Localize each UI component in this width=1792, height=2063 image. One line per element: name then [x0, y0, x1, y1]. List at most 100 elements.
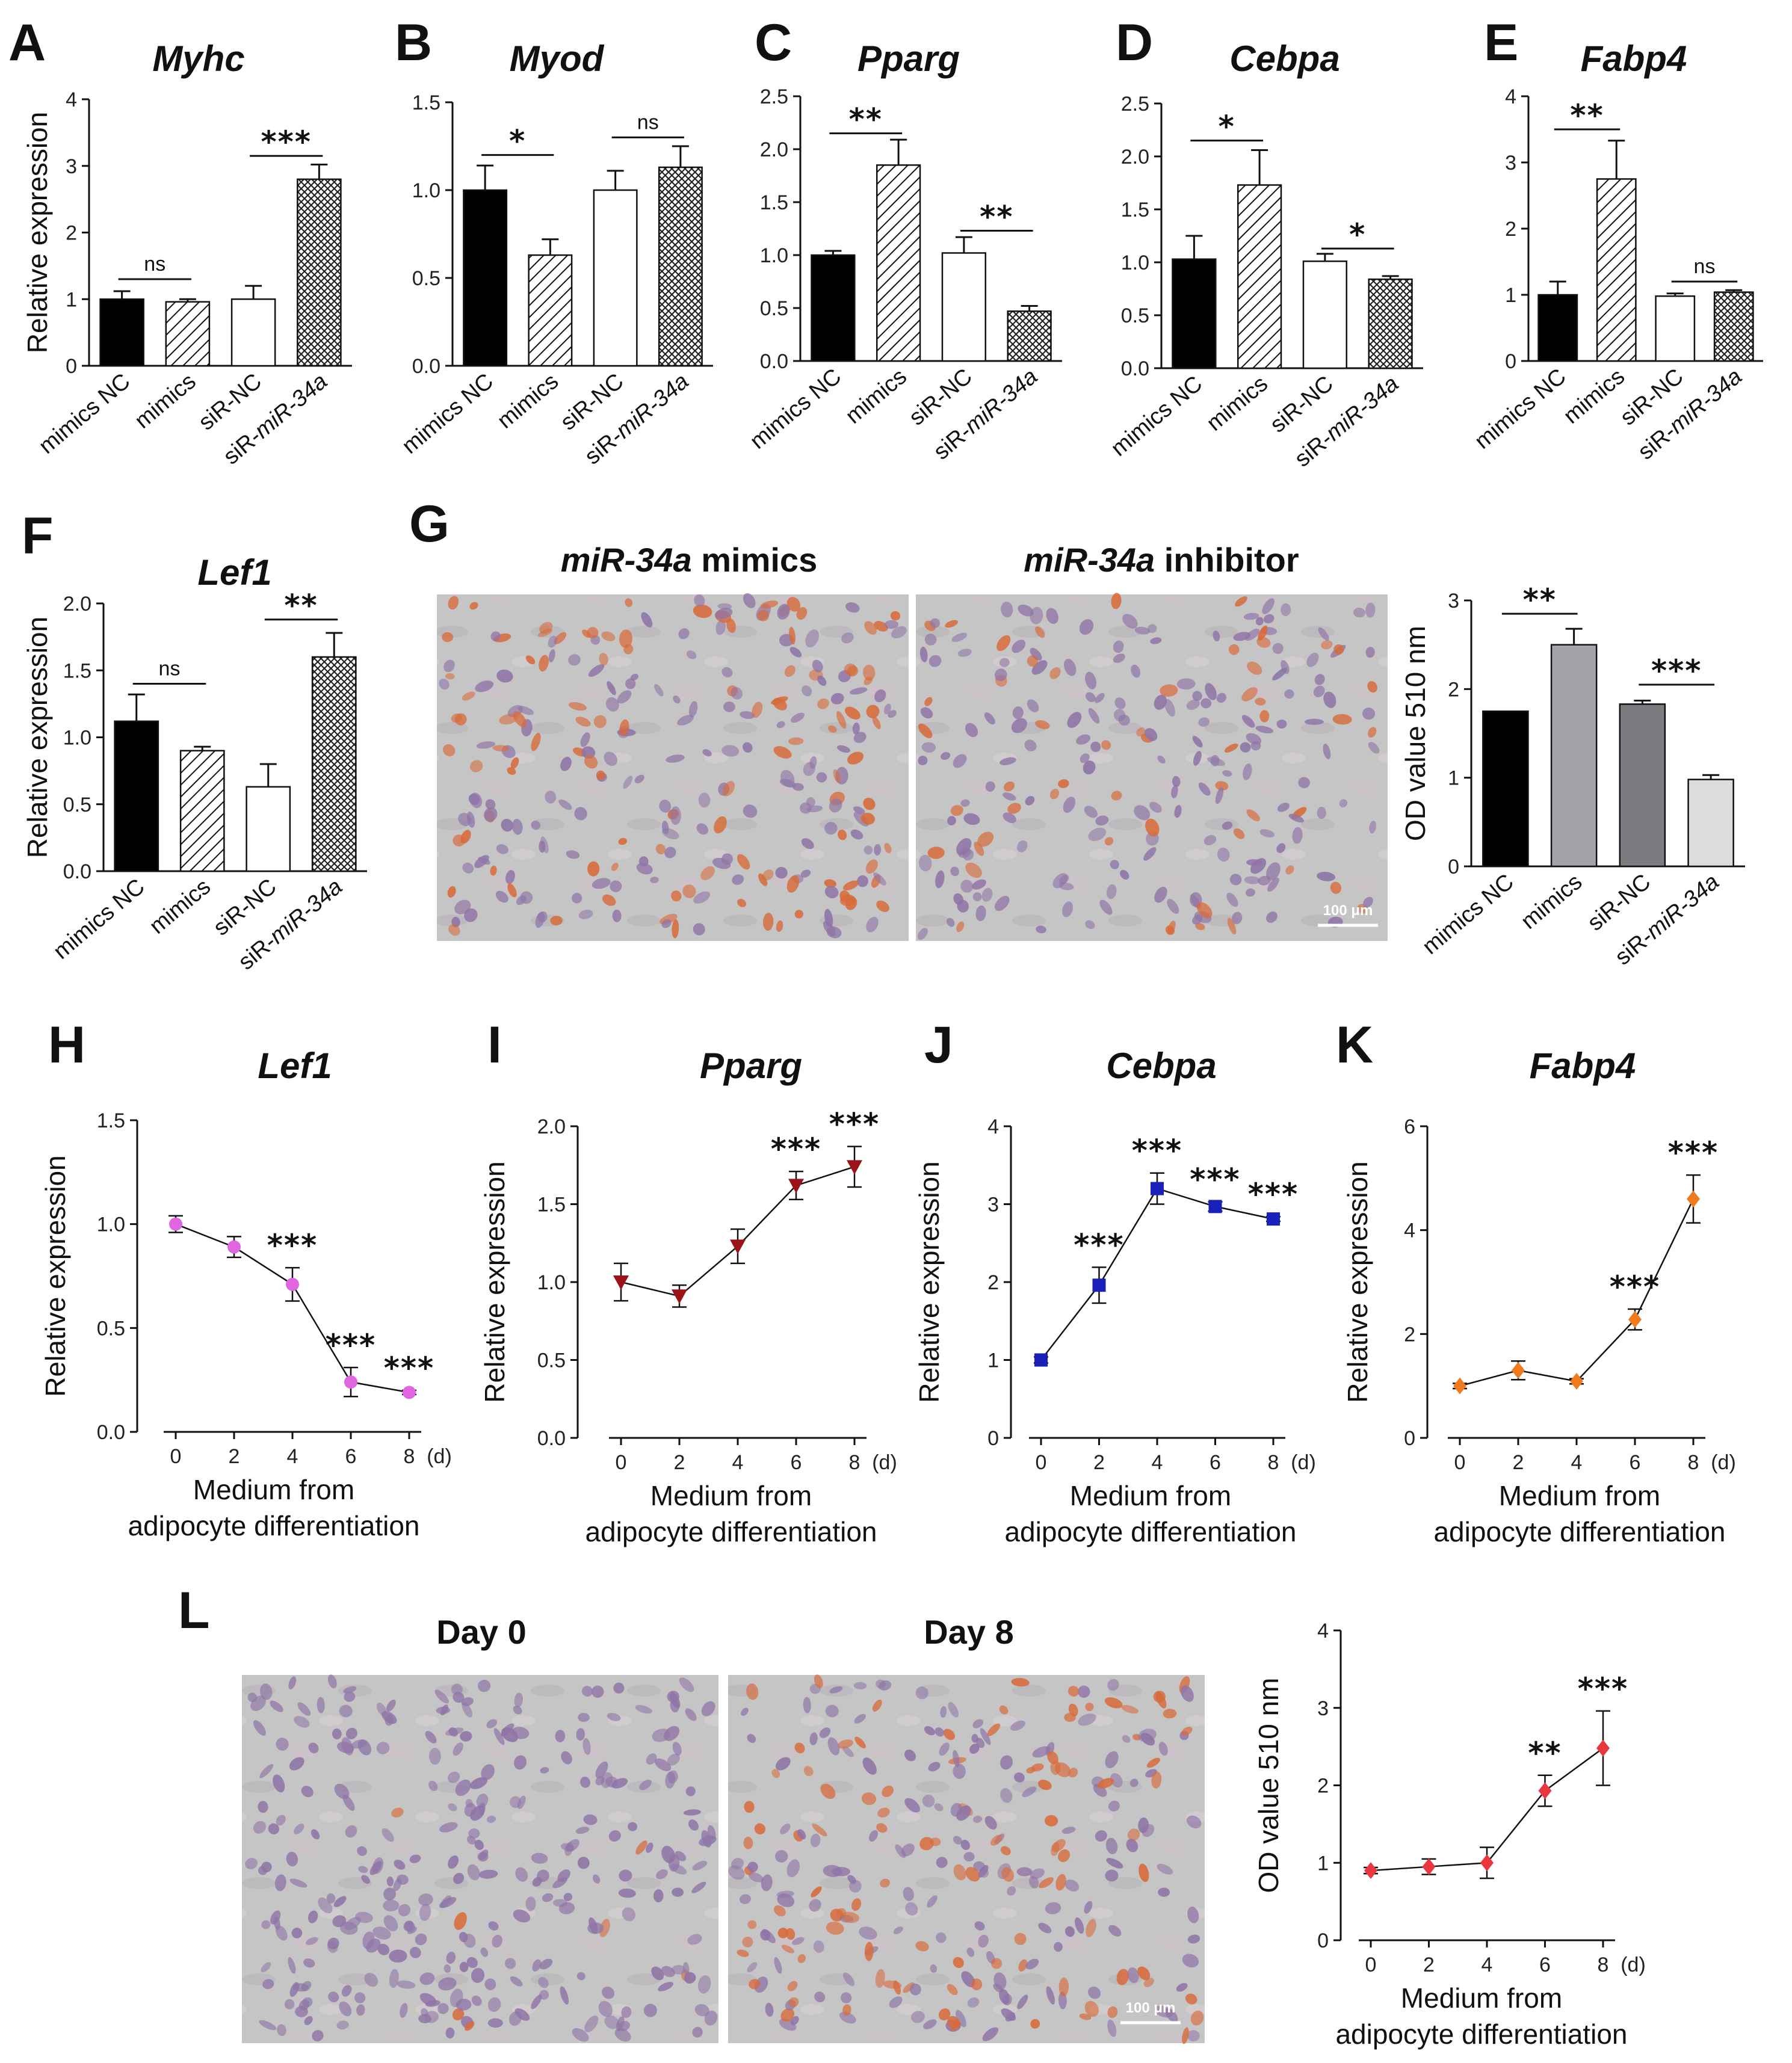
- cell-nucleus: [1012, 706, 1024, 720]
- micrograph-mimics-label: miR-34a mimics: [561, 541, 817, 579]
- cell-nucleus: [806, 797, 815, 807]
- x-tick-label: 8: [1598, 1954, 1609, 1976]
- y-tick-label: 2: [1448, 678, 1459, 701]
- lipid-droplet: [492, 745, 510, 752]
- cell-nucleus: [343, 1686, 357, 1694]
- cell-nucleus: [501, 818, 513, 832]
- lipid-droplet: [625, 598, 633, 607]
- cell-nucleus: [712, 857, 731, 869]
- y-axis-label: Relative expression: [22, 112, 53, 353]
- cell-nucleus: [1134, 805, 1151, 821]
- cell-nucleus: [1240, 742, 1251, 753]
- cell-nucleus: [891, 626, 907, 639]
- cell-nucleus: [415, 1933, 427, 1946]
- lipid-droplet: [1101, 740, 1111, 750]
- x-tick-label: 0: [1454, 1451, 1466, 1474]
- lipid-droplet: [789, 626, 796, 645]
- lipid-droplet: [749, 1979, 761, 1990]
- cell-nucleus: [389, 1969, 399, 1988]
- cell-nucleus: [999, 658, 1010, 667]
- cell-nucleus: [608, 1830, 621, 1842]
- data-point: [344, 1375, 357, 1389]
- data-point: [1480, 1854, 1494, 1872]
- cell-nucleus: [453, 1742, 463, 1756]
- lipid-droplet: [465, 2021, 475, 2031]
- cell-nucleus: [463, 1934, 476, 1948]
- micrograph-day0-cells: [245, 1674, 718, 2042]
- cell-nucleus: [466, 1957, 478, 1969]
- cell-nucleus: [715, 620, 726, 635]
- chart-title: Myod: [510, 39, 605, 79]
- lipid-droplet: [448, 924, 460, 936]
- cell-nucleus: [276, 1738, 289, 1751]
- cell-nucleus: [372, 1857, 384, 1874]
- cell-nucleus: [274, 1874, 286, 1892]
- cell-nucleus: [920, 707, 933, 719]
- cell-nucleus: [445, 1727, 464, 1736]
- cell-nucleus: [458, 813, 472, 826]
- cell-nucleus: [672, 1965, 686, 1975]
- lipid-droplet: [1182, 2027, 1189, 2044]
- cell-nucleus: [607, 681, 616, 695]
- cell-nucleus: [830, 692, 844, 705]
- cell-nucleus: [476, 741, 496, 749]
- cell-nucleus: [575, 1827, 590, 1834]
- data-point: [613, 1275, 629, 1290]
- data-point: [1538, 1782, 1552, 1799]
- cell-nucleus: [612, 909, 622, 922]
- cell-nucleus: [1045, 1902, 1061, 1914]
- cell-nucleus: [972, 1719, 984, 1728]
- cell-nucleus: [1012, 640, 1026, 653]
- cell-nucleus: [873, 872, 886, 886]
- bar: [463, 189, 508, 367]
- cell-nucleus: [493, 1728, 505, 1745]
- cell-nucleus: [572, 892, 582, 904]
- cell-nucleus: [478, 1679, 491, 1692]
- y-tick-label: 2: [66, 222, 77, 245]
- cell-nucleus: [576, 1728, 585, 1741]
- cell-nucleus: [777, 603, 790, 620]
- lipid-droplet: [499, 714, 518, 725]
- cell-nucleus: [978, 1865, 989, 1878]
- cell-nucleus: [261, 1962, 271, 1973]
- lipid-droplet: [601, 631, 616, 641]
- cell-nucleus: [1129, 1778, 1139, 1787]
- cell-nucleus: [1138, 1817, 1149, 1833]
- x-tick-label: 8: [404, 1445, 415, 1468]
- cell-nucleus: [485, 799, 496, 810]
- cell-nucleus: [1241, 715, 1255, 728]
- lipid-droplet: [875, 1969, 885, 1988]
- cell-nucleus: [694, 594, 705, 607]
- lipid-droplet: [525, 655, 536, 665]
- cell-nucleus: [1088, 1986, 1101, 1999]
- cell-nucleus: [1027, 699, 1039, 712]
- lipid-droplet: [537, 628, 552, 637]
- y-tick-label: 0.5: [760, 297, 788, 320]
- cell-nucleus: [653, 1889, 664, 1903]
- cell-nucleus: [386, 1700, 396, 1712]
- micrograph-inhibitor-cells: [917, 593, 1380, 940]
- bar: [1482, 710, 1529, 868]
- cell-nucleus: [582, 1738, 591, 1756]
- cell-nucleus: [903, 1887, 914, 1901]
- panel-letter-i: I: [487, 1016, 502, 1074]
- cell-nucleus: [786, 1859, 800, 1878]
- bar: [1550, 644, 1598, 868]
- cell-nucleus: [635, 1704, 653, 1714]
- x-tick-label: 6: [791, 1451, 802, 1474]
- cell-nucleus: [731, 686, 743, 700]
- lipid-droplet: [726, 618, 736, 633]
- lipid-droplet: [757, 609, 769, 621]
- lipid-droplet: [1258, 625, 1268, 641]
- lipid-droplet: [833, 769, 841, 783]
- lipid-droplet: [1035, 720, 1050, 730]
- lipid-droplet: [784, 665, 796, 677]
- cell-nucleus: [1107, 1679, 1119, 1691]
- lipid-droplet: [974, 842, 984, 856]
- lipid-droplet: [1027, 655, 1039, 667]
- cell-nucleus: [1298, 777, 1310, 789]
- cell-nucleus: [677, 715, 694, 726]
